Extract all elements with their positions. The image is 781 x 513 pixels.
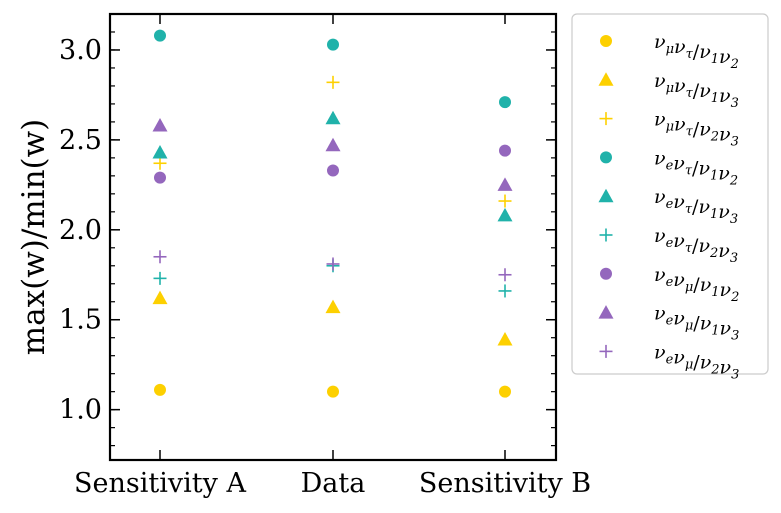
data-point-plus (498, 194, 512, 208)
y-tick-label: 2.0 (59, 215, 102, 246)
legend-entry: νeνμ/ν1ν3 (654, 303, 739, 344)
legend-marker (599, 112, 613, 126)
data-point-plus (153, 271, 167, 285)
data-point-triangle (152, 290, 168, 305)
data-point-circle (499, 144, 511, 157)
data-point-circle (499, 385, 511, 398)
data-point-triangle (497, 332, 513, 346)
data-point-triangle (325, 137, 341, 152)
legend-entry: νμντ/ν1ν2 (654, 31, 739, 72)
y-tick-label: 1.5 (59, 305, 102, 336)
data-point-triangle (152, 144, 168, 159)
data-point-circle (154, 383, 166, 396)
legend-marker (598, 72, 614, 86)
x-tick-label: Sensitivity B (419, 468, 591, 499)
data-point-circle (154, 171, 166, 184)
legend-marker (600, 35, 612, 47)
y-axis-label: max(w)/min(w) (16, 119, 52, 356)
legend-entry: νμντ/ν2ν3 (654, 109, 739, 150)
data-point-triangle (325, 299, 341, 314)
data-point-plus (498, 268, 512, 282)
y-tick-label: 2.5 (59, 125, 102, 156)
y-tick-label: 1.0 (59, 395, 102, 426)
x-tick-label: Sensitivity A (74, 468, 246, 499)
legend-marker (600, 267, 612, 280)
data-point-circle (327, 38, 339, 51)
data-point-circle (327, 385, 339, 398)
legend-marker (598, 188, 614, 203)
legend-marker (600, 151, 612, 164)
legend-entry: νμντ/ν1ν3 (654, 70, 739, 111)
x-tick-label: Data (301, 468, 366, 499)
legend-entry: νeνμ/ν2ν3 (654, 341, 739, 382)
legend: νμντ/ν1ν2νμντ/ν1ν3νμντ/ν2ν3νeντ/ν1ν2νeντ… (571, 13, 769, 382)
data-point-triangle (497, 207, 513, 222)
data-point-plus (326, 75, 340, 89)
legend-marker (599, 344, 613, 358)
y-tick-label: 3.0 (59, 35, 102, 66)
plot-area (152, 29, 513, 398)
legend-box (571, 13, 769, 375)
data-point-plus (326, 257, 340, 271)
legend-marker (599, 228, 613, 242)
axes: 1.0 1.5 2.0 2.5 3.0 Sensitivity A Data Sensitiv… (59, 12, 591, 499)
legend-entry: νeντ/ν1ν3 (654, 186, 738, 227)
legend-entry: νeντ/ν1ν2 (654, 147, 738, 188)
data-point-circle (327, 164, 339, 177)
data-point-plus (153, 250, 167, 264)
data-point-circle (154, 29, 166, 42)
legend-marker (598, 305, 614, 319)
data-point-plus (153, 156, 167, 170)
data-point-triangle (497, 177, 513, 191)
data-point-triangle (325, 110, 341, 125)
data-point-triangle (152, 118, 168, 132)
legend-entry: νeντ/ν2ν3 (654, 225, 738, 266)
data-point-plus (498, 284, 512, 298)
data-point-circle (499, 96, 511, 109)
legend-entry: νeνμ/ν1ν2 (654, 264, 739, 305)
plot-frame (108, 12, 558, 462)
